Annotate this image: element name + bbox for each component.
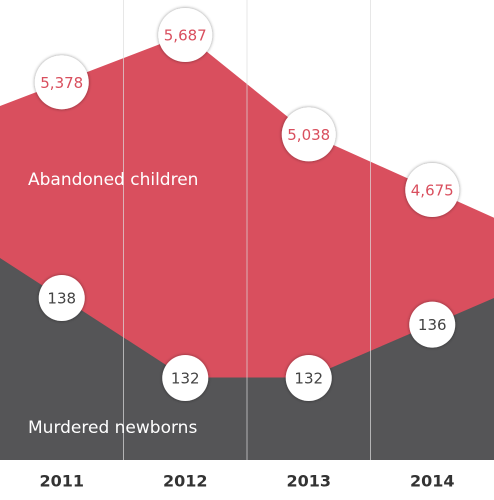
value-bubble [34,55,89,110]
value-label: 132 [294,370,323,388]
value-bubble [281,107,336,162]
value-label: 136 [418,316,447,334]
value-bubble [158,8,213,62]
value-bubble [38,275,85,321]
value-bubble [409,301,456,348]
value-bubble [285,355,332,401]
value-bubble [162,355,209,401]
value-label: 138 [47,290,76,308]
value-label: 5,378 [40,74,83,92]
x-label: 2011 [39,472,84,491]
series-name: Abandoned children [28,170,198,190]
value-label: 132 [171,370,200,388]
x-label: 2013 [286,472,331,491]
value-bubble [405,163,460,217]
value-label: 5,038 [287,126,330,144]
value-label: 4,675 [411,182,454,200]
x-label: 2012 [163,472,208,491]
value-label: 5,687 [164,27,207,45]
series-name: Murdered newborns [28,418,197,438]
x-label: 2014 [410,472,455,491]
